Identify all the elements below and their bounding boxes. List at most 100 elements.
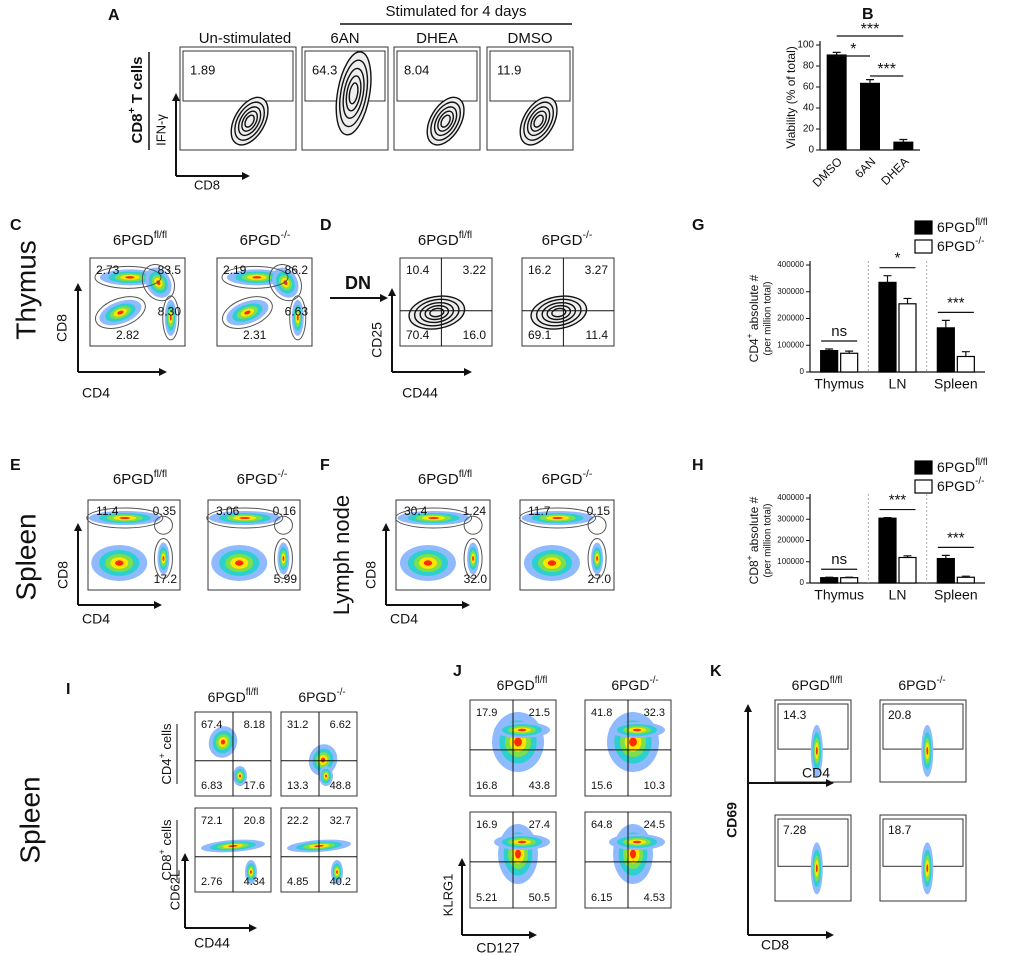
gate-value: 8.30: [158, 305, 182, 319]
gate-value: 1.89: [190, 62, 215, 77]
quadrant-value: 21.5: [529, 707, 550, 719]
genotype-label-part: -/-: [649, 675, 658, 686]
genotype-label-part: 6PGD: [298, 689, 336, 705]
x-axis-label: CD4: [390, 611, 418, 627]
error-bar: [903, 555, 912, 558]
quadrant-value: 16.8: [476, 780, 497, 792]
x-axis-label: CD8: [761, 937, 789, 953]
contour: [345, 75, 362, 112]
contour: [437, 110, 455, 132]
gate-value: 14.3: [783, 708, 807, 722]
genotype-label-part: 6PGD: [542, 232, 583, 249]
contour: [526, 106, 551, 137]
gate-value: 11.7: [528, 504, 551, 518]
y-tick-label: 100000: [777, 340, 804, 349]
tissue-label: Spleen: [14, 776, 45, 863]
cell-density: [125, 276, 135, 279]
genotype-label-part: fl/fl: [535, 675, 548, 686]
x-tick-label: LN: [889, 376, 907, 392]
contour: [433, 106, 458, 137]
cell-density: [235, 560, 244, 566]
panel-letter: I: [66, 681, 70, 698]
legend-label-part: -/-: [975, 476, 984, 487]
quadrant-value: 2.76: [201, 876, 222, 888]
cell-density: [252, 276, 262, 279]
plot-frame: [179, 46, 297, 151]
quadrant-value: 6.15: [591, 892, 612, 904]
cell-density: [423, 560, 433, 566]
y-axis-label: (per million total): [763, 504, 774, 578]
y-tick-label: 400000: [777, 493, 804, 502]
genotype-label: 6PGDfl/fl: [113, 468, 167, 488]
x-axis-label: CD127: [476, 940, 520, 956]
genotype-label-part: 6PGD: [237, 471, 278, 488]
legend-label-part: 6PGD: [937, 219, 975, 235]
header: Stimulated for 4 days: [386, 3, 527, 20]
gate-value: 18.7: [888, 823, 912, 837]
gate-value: 20.8: [888, 708, 912, 722]
cell-density: [815, 864, 818, 873]
bar: [898, 556, 917, 584]
quadrant-value: 72.1: [201, 815, 222, 827]
x-axis-label: CD4: [82, 611, 110, 627]
genotype-label-part: -/-: [936, 675, 945, 686]
gate-value: 2.31: [243, 328, 267, 342]
quadrant-value: 16.0: [463, 328, 487, 342]
cell-density: [220, 739, 226, 745]
y-axis-label-part: +: [744, 555, 754, 560]
quadrant-value: 69.1: [528, 328, 552, 342]
gate-value: 17.2: [154, 572, 178, 586]
y-tick-label: 20: [803, 124, 815, 135]
gate-value: 2.19: [223, 263, 247, 277]
gate: [182, 50, 294, 102]
y-tick-label: 60: [803, 82, 815, 93]
quadrant-value: 6.62: [330, 719, 351, 731]
y-axis-label: CD8: [55, 561, 71, 589]
genotype-label-part: 6PGD: [792, 677, 830, 693]
cell-density: [238, 774, 242, 778]
x-tick-label: DMSO: [810, 154, 845, 189]
genotype-label-part: -/-: [280, 229, 290, 241]
x-axis-label: CD4: [802, 765, 830, 781]
y-tick-label: 200000: [777, 536, 804, 545]
genotype-label-part: 6PGD: [113, 232, 154, 249]
quadrant-value: 16.9: [476, 819, 497, 831]
gate-value: 5.99: [274, 572, 298, 586]
gate-value: 2.82: [116, 328, 140, 342]
x-tick-label: Spleen: [934, 376, 978, 392]
tissue-label: Lymph node: [329, 495, 354, 615]
x-axis-label: CD44: [402, 385, 438, 401]
cell-density: [239, 516, 251, 520]
y-tick-label: 0: [800, 367, 805, 376]
quadrant-value: 11.4: [586, 328, 609, 342]
quadrant-value: 10.3: [644, 780, 665, 792]
x-tick-label: Thymus: [814, 376, 864, 392]
contour: [551, 307, 567, 318]
y-axis-label: IFN-γ: [153, 114, 168, 146]
legend-swatch: [914, 239, 933, 254]
quadrant-value: 16.2: [528, 263, 552, 277]
contour: [440, 114, 451, 128]
significance-label: ***: [861, 21, 880, 38]
gate-value: 64.3: [312, 62, 337, 77]
quadrant-value: 31.2: [287, 719, 308, 731]
error-bar: [845, 350, 854, 354]
bar: [936, 557, 955, 584]
gate: [463, 515, 483, 535]
x-axis-label: CD44: [194, 935, 230, 951]
x-axis-label: CD4: [82, 385, 110, 401]
bar: [956, 576, 975, 584]
genotype-label-part: 6PGD: [113, 471, 154, 488]
gate-value: 27.0: [588, 572, 612, 586]
legend-label-part: fl/fl: [975, 217, 988, 228]
quadrant-value: 22.2: [287, 815, 308, 827]
contour: [429, 307, 445, 318]
quadrant-value: 3.22: [463, 263, 487, 277]
bar: [878, 517, 897, 584]
contour: [244, 114, 255, 128]
legend-label-part: 6PGD: [937, 238, 975, 254]
cell-density: [926, 746, 929, 755]
y-axis-label: CD4+ absolute #: [744, 274, 761, 362]
bar: [898, 303, 917, 373]
